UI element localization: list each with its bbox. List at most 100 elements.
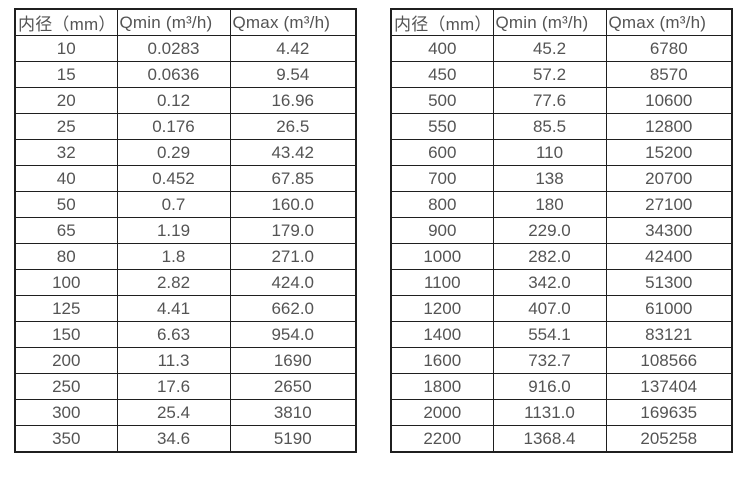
column-header-qmin: Qmin (m³/h): [492, 8, 607, 36]
table-cell-qmax: 8570: [605, 61, 733, 88]
table-row: 25 0.176 26.5: [14, 113, 357, 140]
table-cell-qmin: 180: [492, 191, 607, 218]
table-row: 1200 407.0 61000: [390, 295, 733, 322]
table-row: 550 85.5 12800: [390, 113, 733, 140]
table-row: 150 6.63 954.0: [14, 321, 357, 348]
table-cell-diameter: 200: [14, 347, 118, 374]
table-row: 40 0.452 67.85: [14, 165, 357, 192]
table-cell-qmax: 83121: [605, 321, 733, 348]
table-cell-qmin: 57.2: [492, 61, 607, 88]
table-row: 600 110 15200: [390, 139, 733, 166]
table-cell-qmax: 26.5: [229, 113, 357, 140]
header-row: 内径（mm） Qmin (m³/h) Qmax (m³/h): [390, 8, 733, 36]
table-cell-qmin: 0.7: [116, 191, 231, 218]
table-cell-qmax: 169635: [605, 399, 733, 426]
table-cell-diameter: 300: [14, 399, 118, 426]
table-cell-diameter: 125: [14, 295, 118, 322]
table-cell-qmax: 6780: [605, 35, 733, 62]
table-row: 50 0.7 160.0: [14, 191, 357, 218]
table-row: 300 25.4 3810: [14, 399, 357, 426]
table-cell-qmax: 10600: [605, 87, 733, 114]
table-cell-qmax: 662.0: [229, 295, 357, 322]
table-cell-qmin: 0.12: [116, 87, 231, 114]
table-cell-qmax: 5190: [229, 425, 357, 453]
header-row: 内径（mm） Qmin (m³/h) Qmax (m³/h): [14, 8, 357, 36]
table-cell-qmin: 1368.4: [492, 425, 607, 453]
table-row: 65 1.19 179.0: [14, 217, 357, 244]
table-cell-qmax: 16.96: [229, 87, 357, 114]
table-cell-qmax: 61000: [605, 295, 733, 322]
table-cell-qmin: 0.29: [116, 139, 231, 166]
table-cell-qmin: 6.63: [116, 321, 231, 348]
table-cell-qmin: 4.41: [116, 295, 231, 322]
table-cell-diameter: 50: [14, 191, 118, 218]
column-header-qmin: Qmin (m³/h): [116, 8, 231, 36]
table-cell-diameter: 32: [14, 139, 118, 166]
table-cell-qmax: 954.0: [229, 321, 357, 348]
table-cell-qmax: 43.42: [229, 139, 357, 166]
table-cell-diameter: 500: [390, 87, 494, 114]
table-cell-diameter: 350: [14, 425, 118, 453]
table-row: 1800 916.0 137404: [390, 373, 733, 400]
table-cell-diameter: 1600: [390, 347, 494, 374]
table-cell-diameter: 80: [14, 243, 118, 270]
table-cell-qmax: 160.0: [229, 191, 357, 218]
table-cell-qmin: 916.0: [492, 373, 607, 400]
table-cell-qmax: 67.85: [229, 165, 357, 192]
table-cell-qmin: 2.82: [116, 269, 231, 296]
table-cell-qmin: 0.0283: [116, 35, 231, 62]
table-cell-diameter: 800: [390, 191, 494, 218]
table-row: 200 11.3 1690: [14, 347, 357, 374]
table-cell-qmax: 137404: [605, 373, 733, 400]
table-cell-diameter: 250: [14, 373, 118, 400]
table-cell-qmax: 271.0: [229, 243, 357, 270]
table-cell-qmax: 2650: [229, 373, 357, 400]
table-row: 15 0.0636 9.54: [14, 61, 357, 88]
table-cell-qmax: 3810: [229, 399, 357, 426]
table-row: 350 34.6 5190: [14, 425, 357, 453]
table-row: 1400 554.1 83121: [390, 321, 733, 348]
table-row: 2000 1131.0 169635: [390, 399, 733, 426]
table-cell-qmin: 45.2: [492, 35, 607, 62]
table-cell-diameter: 1800: [390, 373, 494, 400]
table-cell-diameter: 1400: [390, 321, 494, 348]
table-row: 900 229.0 34300: [390, 217, 733, 244]
table-row: 800 180 27100: [390, 191, 733, 218]
table-cell-qmax: 20700: [605, 165, 733, 192]
table-cell-qmin: 34.6: [116, 425, 231, 453]
table-cell-diameter: 550: [390, 113, 494, 140]
table-cell-qmax: 108566: [605, 347, 733, 374]
table-cell-qmin: 77.6: [492, 87, 607, 114]
table-cell-qmax: 51300: [605, 269, 733, 296]
table-cell-diameter: 20: [14, 87, 118, 114]
table-row: 125 4.41 662.0: [14, 295, 357, 322]
table-cell-qmin: 11.3: [116, 347, 231, 374]
table-cell-qmin: 282.0: [492, 243, 607, 270]
table-row: 400 45.2 6780: [390, 35, 733, 62]
table-cell-diameter: 40: [14, 165, 118, 192]
flow-spec-table-small: 内径（mm） Qmin (m³/h) Qmax (m³/h) 10 0.0283 4.4…: [14, 8, 357, 453]
table-cell-diameter: 1100: [390, 269, 494, 296]
table-cell-diameter: 10: [14, 35, 118, 62]
table-cell-qmin: 229.0: [492, 217, 607, 244]
table-row: 1100 342.0 51300: [390, 269, 733, 296]
table-row: 250 17.6 2650: [14, 373, 357, 400]
table-cell-diameter: 65: [14, 217, 118, 244]
table-cell-qmin: 0.176: [116, 113, 231, 140]
table-row: 500 77.6 10600: [390, 87, 733, 114]
table-cell-qmax: 15200: [605, 139, 733, 166]
table-row: 32 0.29 43.42: [14, 139, 357, 166]
table-cell-qmax: 179.0: [229, 217, 357, 244]
table-row: 700 138 20700: [390, 165, 733, 192]
table-cell-qmin: 342.0: [492, 269, 607, 296]
table-cell-qmax: 12800: [605, 113, 733, 140]
table-cell-diameter: 600: [390, 139, 494, 166]
table-cell-qmin: 17.6: [116, 373, 231, 400]
table-cell-diameter: 1000: [390, 243, 494, 270]
table-cell-qmax: 1690: [229, 347, 357, 374]
table-row: 1000 282.0 42400: [390, 243, 733, 270]
table-cell-qmin: 25.4: [116, 399, 231, 426]
table-cell-qmin: 110: [492, 139, 607, 166]
table-cell-qmin: 138: [492, 165, 607, 192]
table-cell-diameter: 100: [14, 269, 118, 296]
